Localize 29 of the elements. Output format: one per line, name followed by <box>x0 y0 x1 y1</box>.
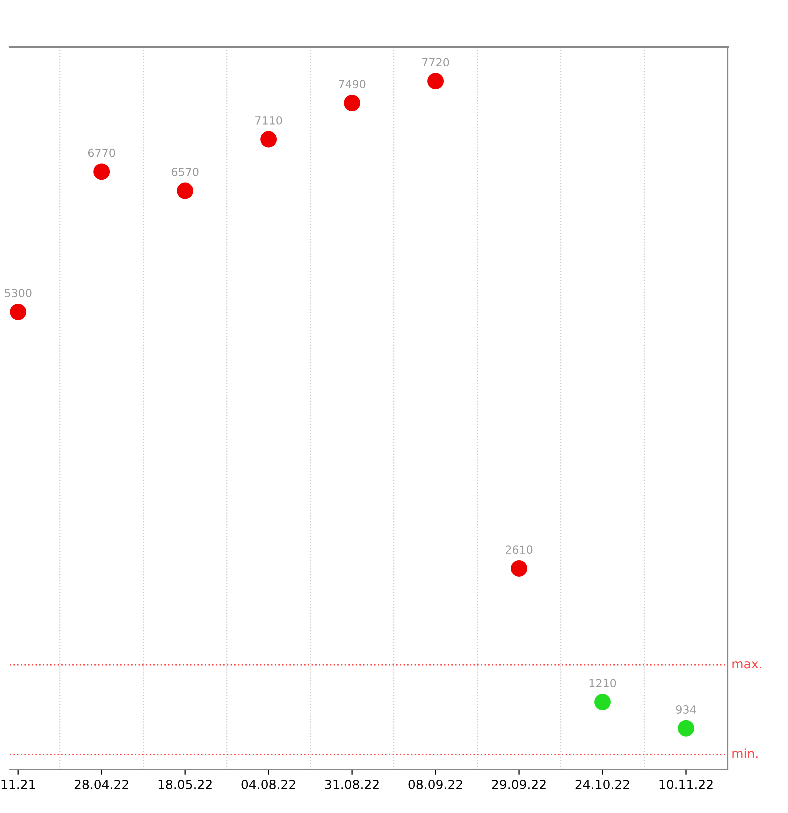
x-tick-label: 31.08.22 <box>325 780 379 790</box>
x-tick-label: 11.21 <box>2 780 36 790</box>
data-label: 7110 <box>256 116 282 125</box>
point <box>678 720 694 737</box>
point <box>428 73 444 90</box>
x-tick-label: 24.10.22 <box>576 780 630 790</box>
data-label: 934 <box>676 706 696 714</box>
x-tick-label: 04.08.22 <box>242 780 296 790</box>
point <box>344 95 361 112</box>
ref-line-label: min. <box>732 748 758 758</box>
data-label: 2610 <box>506 546 533 554</box>
x-tick-label: 18.05.22 <box>158 780 212 790</box>
point <box>511 560 528 577</box>
data-label: 5300 <box>5 289 32 298</box>
data-label: 1210 <box>590 679 616 688</box>
point <box>177 182 194 200</box>
point <box>10 304 27 320</box>
x-tick-label: 28.04.22 <box>74 780 128 790</box>
x-tick-label: 29.09.22 <box>492 780 546 790</box>
x-tick-label: 10.11.22 <box>660 780 713 790</box>
point <box>260 131 278 148</box>
data-label: 7720 <box>422 58 450 67</box>
point <box>94 164 110 180</box>
point <box>594 694 611 710</box>
data-label: 6570 <box>172 168 199 176</box>
data-label: 6770 <box>88 148 116 158</box>
data-label: 7490 <box>339 80 366 89</box>
ref-line-label: max. <box>732 662 762 669</box>
x-tick-label: 08.09.22 <box>408 780 462 790</box>
